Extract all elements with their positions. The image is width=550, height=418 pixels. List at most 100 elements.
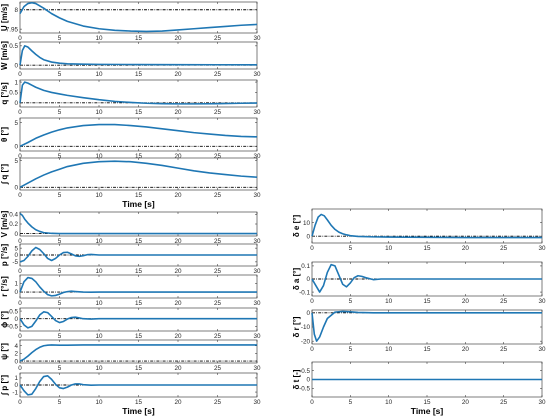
series-line-W (19, 45, 258, 66)
x-tick-label: 30 (538, 399, 546, 406)
y-axis-label: ∫ p [°] (0, 375, 9, 396)
y-tick-label: 4 (14, 343, 18, 350)
x-tick-label: 0 (18, 35, 22, 42)
x-tick-label: 20 (462, 346, 470, 353)
y-axis-label: U [m/s] (0, 4, 9, 31)
x-tick-label: 5 (58, 192, 62, 199)
x-tick-label: 20 (174, 365, 182, 372)
x-tick-label: 15 (135, 192, 143, 199)
x-tick-label: 10 (385, 245, 393, 252)
x-tick-label: 10 (95, 153, 103, 160)
panel-q: 0 5 10 15 20 25 30 0 0.5 1 q [°/s] (0, 79, 261, 116)
x-tick-label: 25 (214, 109, 222, 116)
y-tick-label: 0 (14, 185, 18, 192)
x-tick-label: 20 (462, 298, 470, 305)
y-tick-label: 10 (303, 220, 311, 227)
y-axis-label: V [m/s] (0, 210, 9, 237)
y-tick-label: 5 (14, 245, 18, 252)
y-tick-label: -1 (12, 389, 18, 396)
y-tick-label: 0.5 (9, 308, 18, 315)
series-line-intp (19, 375, 257, 396)
x-tick-label: 25 (214, 71, 222, 78)
x-tick-label: 0 (18, 399, 22, 406)
y-tick-label: 0 (14, 252, 18, 259)
x-tick-label: 30 (538, 245, 546, 252)
x-tick-label: 25 (214, 238, 222, 245)
x-tick-label: 25 (214, 153, 222, 160)
x-tick-label: 30 (253, 35, 261, 42)
x-tick-label: 10 (95, 365, 103, 372)
y-axis-label: W [m/s] (0, 41, 9, 70)
x-tick-label: 25 (214, 365, 222, 372)
y-tick-label: 0 (306, 233, 310, 240)
y-tick-label: -5 (12, 259, 18, 266)
panel-dt: 0 5 10 15 20 25 30 -0.50 0.5δ t [-] Time [s] (292, 361, 546, 416)
y-tick-label: 0.5 (9, 90, 18, 97)
axes-box (19, 211, 258, 237)
y-tick-label: 0 (306, 276, 310, 283)
x-tick-label: 30 (253, 268, 261, 275)
series-line-q (19, 81, 258, 105)
x-tick-label: 0 (18, 365, 22, 372)
axes-box (19, 1, 258, 34)
series-line-U (19, 1, 258, 33)
x-tick-label: 15 (423, 399, 431, 406)
y-tick-label: 0 (14, 100, 18, 107)
y-tick-label: -0.5 (7, 324, 18, 331)
x-tick-label: 25 (214, 399, 222, 406)
y-tick-label: 7.95 (6, 26, 19, 33)
x-axis-label: Time [s] (411, 406, 444, 416)
x-tick-label: 15 (135, 399, 143, 406)
x-tick-label: 15 (135, 333, 143, 340)
x-tick-label: 30 (538, 298, 546, 305)
x-tick-label: 0 (18, 153, 22, 160)
panel-V: 0 5 10 15 20 25 30 0 0.2 0.4V [m/s] (0, 210, 261, 245)
x-tick-label: 20 (462, 245, 470, 252)
series-line-da (311, 263, 542, 293)
x-tick-label: 25 (214, 268, 222, 275)
x-tick-label: 10 (385, 346, 393, 353)
y-tick-label: 0 (306, 377, 310, 384)
x-tick-label: 10 (95, 35, 103, 42)
x-tick-label: 20 (174, 399, 182, 406)
x-tick-label: 5 (349, 346, 353, 353)
panel-psi: 0 5 10 15 20 25 30 024 ψ [°] (0, 339, 261, 372)
x-tick-label: 25 (214, 333, 222, 340)
x-tick-label: 10 (385, 298, 393, 305)
x-tick-label: 5 (58, 35, 62, 42)
x-tick-label: 15 (423, 346, 431, 353)
x-tick-label: 30 (253, 153, 261, 160)
x-tick-label: 5 (58, 268, 62, 275)
x-tick-label: 20 (174, 192, 182, 199)
y-tick-label: 1 (14, 79, 18, 86)
x-tick-label: 0 (310, 298, 314, 305)
x-tick-label: 0 (310, 346, 314, 353)
x-tick-label: 15 (135, 365, 143, 372)
x-tick-label: 15 (135, 268, 143, 275)
panel-phi: 0 5 10 15 20 25 30-0.500.5ϕ [°] (0, 307, 261, 340)
x-tick-label: 10 (95, 238, 103, 245)
x-tick-label: 0 (18, 268, 22, 275)
x-tick-label: 5 (349, 245, 353, 252)
x-tick-label: 20 (174, 238, 182, 245)
y-tick-label: 0 (14, 62, 18, 69)
series-line-dr (311, 310, 542, 342)
x-tick-label: 25 (500, 399, 508, 406)
y-tick-label: 0.5 (9, 43, 18, 50)
y-tick-label: 5 (14, 158, 18, 165)
panel-da: 0 5 10 15 20 25 30-0.100.1δ a [°] (292, 261, 546, 305)
series-line-phi (19, 311, 257, 329)
x-tick-label: 25 (214, 35, 222, 42)
x-tick-label: 5 (58, 300, 62, 307)
axes-box (311, 309, 543, 345)
x-tick-label: 5 (349, 399, 353, 406)
y-axis-label: ∫ q [°] (0, 164, 9, 185)
y-tick-label: 2 (14, 351, 18, 358)
x-tick-label: 25 (500, 245, 508, 252)
x-tick-label: 30 (253, 399, 261, 406)
x-tick-label: 0 (310, 245, 314, 252)
panel-theta: 0 5 10 15 20 25 30 0 5 θ [°] (0, 117, 261, 160)
y-tick-label: 1 (14, 375, 18, 382)
x-axis-label: Time [s] (122, 406, 155, 416)
